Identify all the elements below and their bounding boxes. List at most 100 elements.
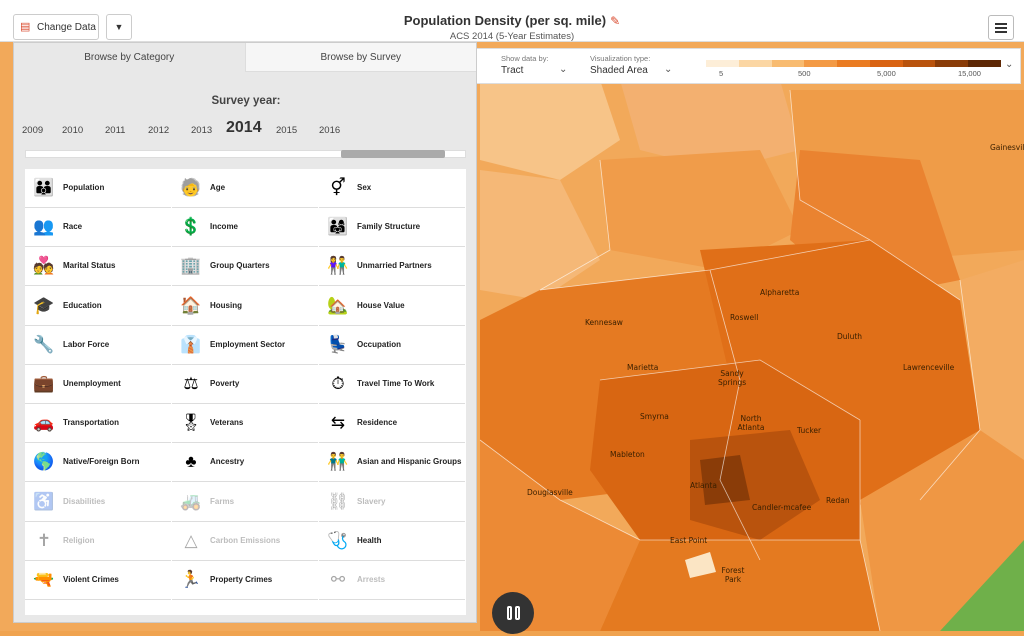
category-label: Group Quarters [210,261,270,271]
family-icon: 👨‍👩‍👧 [327,217,349,237]
wrench-icon: 🔧 [33,334,55,354]
year-option[interactable]: 2013 [191,125,213,136]
category-item[interactable]: 🚜 Farms [172,483,318,522]
map-place-label: Marietta [627,363,659,372]
category-item[interactable]: ⚯ Arrests [319,561,465,600]
legend-color-swatch [869,60,903,67]
category-item[interactable]: △ Carbon Emissions [172,522,318,561]
map-place-label: Mableton [610,450,645,459]
legend-tick: 5,000 [877,69,896,78]
category-item[interactable]: ✝ Religion [25,522,171,561]
category-item[interactable]: ♿ Disabilities [25,483,171,522]
change-data-button[interactable]: ▤ Change Data [13,14,99,40]
handcuffs-icon: ⚯ [330,570,346,589]
category-item[interactable]: 💼 Unemployment [25,365,171,404]
category-item[interactable]: ⚖ Poverty [172,365,318,404]
category-item[interactable]: 🏢 Group Quarters [172,247,318,287]
visualization-type-value: Shaded Area [590,65,648,76]
category-item[interactable]: 🏠 Housing [172,287,318,326]
category-item[interactable]: 💲 Income [172,208,318,248]
category-item[interactable]: 👔 Employment Sector [172,326,318,365]
category-label: Residence [357,418,398,428]
legend-tick: 15,000 [958,69,981,78]
category-item[interactable]: 🧓 Age [172,169,318,208]
religion-icon: ✝ [36,530,52,550]
map-region [960,260,1024,460]
category-item[interactable]: 🌎 Native/Foreign Born [25,443,171,483]
category-item[interactable]: 👬 Asian and Hispanic Groups [319,443,465,483]
category-item[interactable]: 💑 Marital Status [25,247,171,287]
category-item[interactable]: 👫 Unmarried Partners [319,247,465,287]
year-option-selected[interactable]: 2014 [226,119,262,136]
globe-icon: 🌎 [33,452,55,472]
legend-color-swatch [771,60,805,67]
category-label: Carbon Emissions [210,535,281,545]
partners-icon: 👫 [327,256,349,276]
year-option[interactable]: 2010 [62,125,84,136]
hamburger-menu-button[interactable] [988,15,1014,40]
category-label: Disabilities [63,496,106,506]
year-option[interactable]: 2011 [105,125,126,136]
category-item[interactable]: 👨‍👩‍👧 Family Structure [319,208,465,248]
category-item[interactable]: 🔧 Labor Force [25,326,171,365]
category-item[interactable]: 🏃 Property Crimes [172,561,318,600]
stethoscope-icon: 🩺 [327,530,349,550]
category-item[interactable]: 🩺 Health [319,522,465,561]
category-item[interactable]: ⇆ Residence [319,404,465,444]
year-option[interactable]: 2012 [148,125,170,136]
chevron-down-icon: ⌄ [664,64,673,75]
year-option[interactable]: 2015 [276,125,298,136]
map-region [600,150,800,270]
tab-browse-by-category[interactable]: Browse by Category [14,43,245,72]
category-label: Age [210,183,226,192]
browse-panel: Browse by Category Browse by Survey Surv… [13,42,477,623]
category-item[interactable]: 🎖 Veterans [172,404,318,444]
category-item[interactable]: 🚗 Transportation [25,404,171,444]
category-item[interactable]: 🏡 House Value [319,287,465,326]
data-dropdown-button[interactable]: ▼ [106,14,132,40]
map-boundaries [479,89,981,632]
category-item[interactable]: 👥 Race [25,208,171,248]
map-place-label: Alpharetta [760,288,800,297]
legend-chevron-down-icon[interactable]: ⌄ [1005,59,1014,70]
top-bar: ▤ Change Data ▼ Population Density (per … [0,0,1024,42]
category-label: Religion [63,535,95,545]
category-label: Asian and Hispanic Groups [357,457,462,467]
category-item[interactable]: ⛓ Slavery [319,483,465,522]
visualization-type-select[interactable]: Visualization type: Shaded Area ⌄ [590,54,680,76]
category-label: Occupation [357,339,402,349]
category-item[interactable]: 🔫 Violent Crimes [25,561,171,600]
show-data-select[interactable]: Show data by: Tract ⌄ [501,54,577,76]
category-item[interactable]: ♣ Ancestry [172,443,318,483]
category-item[interactable]: ⏱ Travel Time To Work [319,365,465,404]
edit-pencil-icon[interactable]: ✎ [610,14,621,28]
year-scrollbar-track[interactable] [25,150,466,158]
compare-toggle-button[interactable] [492,592,534,634]
survey-year-label: Survey year: [211,95,281,107]
category-label: Employment Sector [210,339,286,349]
map-place-label: Duluth [837,332,863,341]
map-place-label: Candler-mcafee [752,503,812,512]
legend-color-swatch [902,60,936,67]
category-label: Unemployment [63,379,121,388]
year-option[interactable]: 2016 [319,125,341,136]
legend-color-swatch [738,60,772,67]
category-item[interactable]: 💺 Occupation [319,326,465,365]
legend-color-swatch [837,60,870,67]
category-label: Travel Time To Work [357,379,435,388]
legend-color-swatch [804,60,838,67]
category-label: Labor Force [63,339,110,349]
legend-color-scale [706,60,1002,67]
category-item[interactable]: ⚥ Sex [319,169,465,208]
category-item[interactable]: 🎓 Education [25,287,171,326]
year-option[interactable]: 2009 [22,125,44,136]
tab-browse-by-survey[interactable]: Browse by Survey [244,43,476,72]
wheelchair-icon: ♿ [33,491,55,511]
change-data-label: Change Data [37,21,96,33]
legend-tick: 5 [719,69,724,78]
map-place-label: North Atlanta [737,414,765,432]
year-scrollbar-thumb[interactable] [341,150,445,158]
category-item[interactable]: 👪 Population [25,169,171,208]
